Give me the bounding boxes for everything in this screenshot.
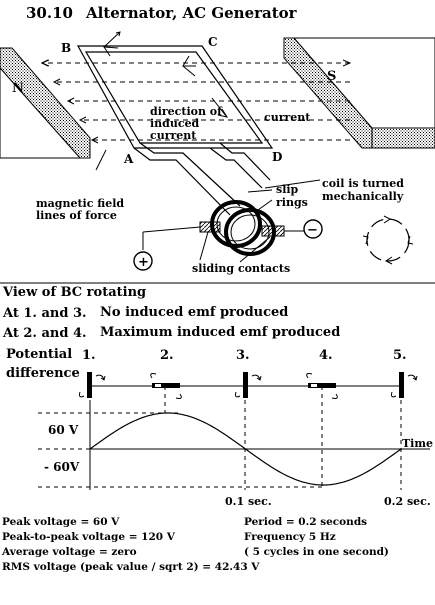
note-peak-to-peak: Peak-to-peak voltage = 120 V (2, 531, 175, 543)
tick-0.1: 0.1 sec. (225, 495, 272, 508)
rotation-title: View of BC rotating (3, 285, 147, 300)
direction-label-line2: induced (150, 117, 200, 130)
generator-diagram: N S (0, 31, 435, 284)
coil-orientation-marks (87, 372, 404, 398)
south-magnet (283, 37, 435, 149)
tick-0.2: 0.2 sec. (384, 495, 431, 508)
position-label-3: 3. (236, 348, 250, 363)
graph-ylabel-line2: difference (6, 366, 80, 381)
slip-rings (199, 200, 285, 256)
note-cycles: ( 5 cycles in one second) (244, 546, 389, 558)
note-rms: RMS voltage (peak value / sqrt 2) = 42.4… (2, 561, 260, 573)
position-label-2: 2. (160, 348, 174, 363)
positive-terminal-label: + (138, 255, 149, 270)
sliding-contacts-label: sliding contacts (192, 262, 290, 275)
corner-d: D (272, 150, 282, 164)
coil-label-line1: coil is turned (322, 177, 404, 190)
row2-prefix: At 2. and 4. (3, 326, 87, 341)
position-label-4: 4. (319, 348, 333, 363)
field-label-line2: lines of force (36, 209, 117, 222)
note-average: Average voltage = zero (2, 546, 137, 558)
position-label-1: 1. (82, 348, 96, 363)
position-label-5: 5. (393, 348, 407, 363)
positive-terminal (133, 251, 153, 271)
voltage-waveform (89, 412, 402, 486)
page-title: Alternator, AC Generator (86, 4, 297, 22)
magnet-s-label: S (327, 69, 336, 84)
y-negative-label: - 60V (44, 460, 80, 474)
note-period: Period = 0.2 seconds (244, 516, 368, 528)
row1-text: No induced emf produced (100, 305, 289, 320)
label-pointers (95, 149, 321, 263)
corner-b: B (61, 41, 71, 55)
row1-prefix: At 1. and 3. (3, 306, 87, 321)
field-arrows (40, 59, 99, 144)
corner-a: A (123, 152, 134, 166)
note-frequency: Frequency 5 Hz (244, 531, 336, 543)
rotation-indicator (362, 215, 414, 265)
north-magnet (0, 47, 91, 159)
coil-loop (76, 45, 274, 149)
current-arrows (103, 31, 229, 118)
negative-terminal-label: − (307, 223, 318, 238)
corner-c: C (208, 35, 218, 49)
negative-terminal (303, 219, 323, 239)
field-label-line1: magnetic field (36, 197, 124, 210)
direction-label-line1: direction of (150, 105, 223, 118)
magnet-n-label: N (12, 81, 24, 96)
slip-rings-label-line1: slip (276, 183, 299, 196)
time-label: Time (402, 437, 433, 450)
section-number: 30.10 (26, 4, 73, 22)
reference-lines (38, 386, 402, 490)
coil-label-line2: mechanically (322, 190, 404, 203)
coil-leads (133, 142, 271, 216)
note-peak: Peak voltage = 60 V (2, 516, 120, 528)
current-label: current (264, 111, 311, 124)
direction-label-line3: current (150, 129, 197, 142)
y-positive-label: 60 V (48, 423, 79, 437)
slip-rings-label-line2: rings (276, 196, 308, 209)
voltage-graph: Potential difference 1. 2. 3. 4. 5. (6, 347, 433, 508)
row2-text: Maximum induced emf produced (100, 325, 341, 340)
rotation-arrows (79, 373, 418, 399)
graph-ylabel-line1: Potential (6, 347, 72, 362)
